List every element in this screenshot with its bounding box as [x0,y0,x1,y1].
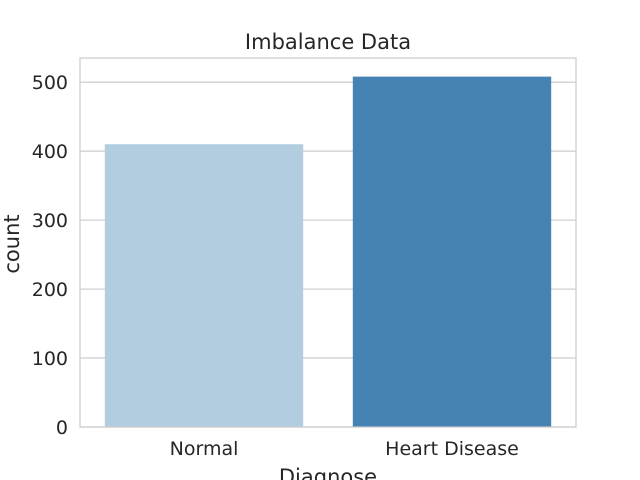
x-axis-label: Diagnose [279,465,377,480]
y-tick-label: 400 [32,141,68,163]
chart-title: Imbalance Data [245,30,411,54]
x-tick-labels: Normal Heart Disease [170,438,519,460]
bar-normal [104,144,304,427]
plot-frame [79,57,577,428]
y-tick-label: 200 [32,279,68,301]
y-tick-label: 0 [56,417,68,439]
x-tick-label: Heart Disease [385,438,519,460]
y-axis-label: count [0,214,24,273]
bars [104,76,552,427]
x-tick-label: Normal [170,438,239,460]
y-tick-label: 100 [32,348,68,370]
bar-heart-disease [352,76,552,427]
y-tick-label: 500 [32,72,68,94]
y-tick-labels: 0 100 200 300 400 500 [32,72,68,439]
y-tick-label: 300 [32,210,68,232]
